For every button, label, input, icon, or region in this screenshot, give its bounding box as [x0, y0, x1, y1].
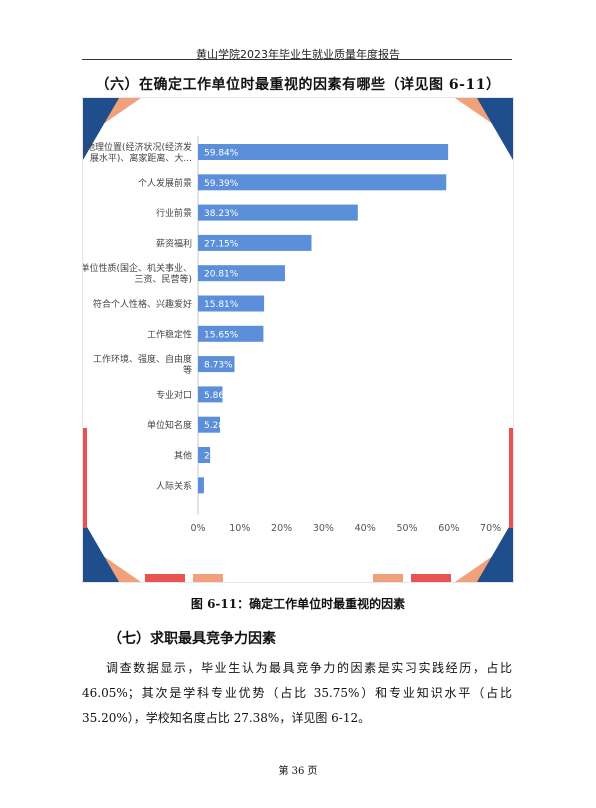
data-label: 5.86%	[204, 391, 233, 401]
section-6-heading: （六）在确定工作单位时最重视的因素有哪些（详见图 6-11）	[95, 77, 501, 93]
x-tick-label: 50%	[396, 523, 417, 534]
bottom-accent	[145, 574, 185, 582]
x-tick-label: 60%	[438, 523, 459, 534]
category-label: 专业对口	[156, 389, 192, 401]
category-label: 单位性质(国企、机关事业、	[83, 262, 192, 274]
bar	[198, 265, 285, 282]
chart-frame: 59.84% 地理位置(经济状况(经济发 展水平)、离家距离、大... 59.39% 个…	[82, 97, 514, 583]
bar	[198, 416, 221, 433]
bar	[198, 204, 358, 221]
figure-caption: 图 6-11：确定工作单位时最重视的因素	[190, 597, 406, 611]
data-label: 5.28%	[204, 421, 233, 431]
bar	[198, 477, 204, 494]
category-label: 等	[183, 364, 192, 376]
x-tick-label: 40%	[355, 523, 376, 534]
category-label: 符合个人性格、兴趣爱好	[93, 298, 192, 310]
corner-decoration-navy	[83, 98, 119, 160]
report-header: 黄山学院2023年毕业生就业质量年度报告	[196, 48, 400, 61]
section-7-heading: （七）求职最具竞争力因素	[108, 631, 276, 647]
x-tick-label: 0%	[190, 523, 205, 534]
header-rule	[82, 59, 512, 60]
bar	[198, 356, 235, 373]
category-label: 个人发展前景	[138, 177, 192, 189]
bottom-accent	[411, 574, 451, 582]
corner-decoration-navy	[477, 98, 513, 160]
bar	[198, 144, 449, 160]
data-label: 38.23%	[204, 209, 239, 219]
x-tick-label: 30%	[313, 523, 334, 534]
bar	[198, 234, 312, 251]
category-label: 其他	[174, 450, 192, 462]
data-label: 15.65%	[204, 330, 239, 340]
bottom-accent	[373, 574, 403, 582]
x-tick-label: 20%	[271, 523, 292, 534]
x-tick-label: 10%	[229, 523, 250, 534]
corner-decoration-navy	[477, 520, 513, 582]
category-label: 工作环境、强度、自由度	[93, 353, 192, 365]
category-label: 工作稳定性	[147, 328, 192, 340]
data-label: 2.90%	[204, 452, 233, 462]
bar	[198, 174, 447, 191]
data-label: 1.42%	[204, 482, 233, 492]
category-label: 地理位置(经济状况(经济发	[86, 141, 192, 153]
bottom-accent	[193, 574, 223, 582]
category-label: 展水平)、离家距离、大...	[90, 152, 192, 164]
bar	[198, 295, 265, 312]
section-7-paragraph: 调查数据显示，毕业生认为最具竞争力的因素是实习实践经历，占比 46.05%；其次…	[82, 661, 512, 725]
page-number: 第 36 页	[278, 766, 318, 777]
side-accent-right	[509, 428, 513, 528]
data-label: 20.81%	[204, 270, 239, 280]
data-label: 59.84%	[204, 149, 239, 159]
bar	[198, 325, 264, 342]
data-label: 27.15%	[204, 239, 239, 249]
data-label: 59.39%	[204, 179, 239, 189]
category-label: 人际关系	[156, 480, 192, 492]
data-label: 15.81%	[204, 300, 239, 310]
category-label: 单位知名度	[147, 419, 192, 431]
category-label: 行业前景	[156, 207, 192, 219]
bar	[198, 386, 223, 403]
x-tick-label: 70%	[480, 523, 501, 534]
category-label: 三资、民营等)	[134, 273, 192, 285]
category-label: 薪资福利	[156, 237, 192, 249]
side-accent-left	[83, 428, 87, 528]
data-label: 8.73%	[204, 361, 233, 371]
corner-decoration-navy	[83, 520, 119, 582]
bar	[198, 447, 211, 463]
